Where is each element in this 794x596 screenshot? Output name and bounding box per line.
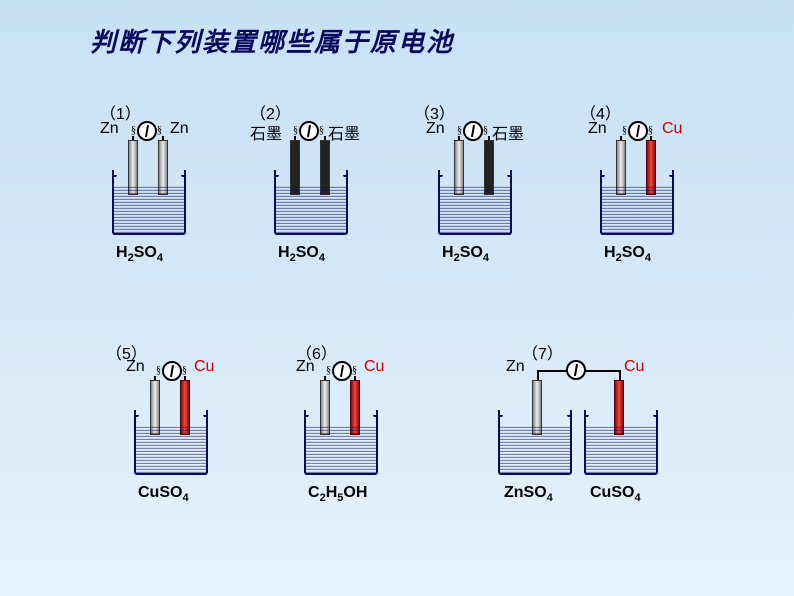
solution [602, 185, 672, 233]
beaker [600, 170, 674, 235]
ammeter-icon [332, 361, 352, 381]
beaker [438, 170, 512, 235]
electrode-label-left: Zn [426, 120, 445, 138]
solution [440, 185, 510, 233]
solution [586, 425, 656, 473]
cell-7: （7）Zn Cu ZnSO4 CuSO4 [498, 340, 668, 550]
ammeter-icon [137, 121, 157, 141]
wire-coil: § [319, 128, 322, 134]
beaker-1 [498, 410, 572, 475]
cell-6: （6）ZnCu§§C2H5OH [282, 340, 452, 550]
ammeter-icon [463, 121, 483, 141]
beaker [134, 410, 208, 475]
solution [276, 185, 346, 233]
wire-coil: § [157, 128, 160, 134]
solution [500, 425, 570, 473]
ammeter-icon [628, 121, 648, 141]
electrode-label-left: Zn [296, 358, 315, 376]
electrode-label-right: Cu [662, 120, 682, 138]
cell-4: （4）ZnCu§§H2SO4 [578, 100, 748, 310]
electrode-label-left: 石墨 [250, 120, 282, 144]
ammeter-icon [299, 121, 319, 141]
cell-number: （7） [522, 340, 563, 364]
beaker-2 [584, 410, 658, 475]
cell-3: （3）Zn石墨§§H2SO4 [416, 100, 586, 310]
solution [306, 425, 376, 473]
electrode-label-right: Zn [170, 120, 189, 138]
cell-5: （5）ZnCu§§CuSO4 [112, 340, 282, 550]
wire-coil: § [131, 128, 134, 134]
wire-coil: § [483, 128, 486, 134]
wire-coil: § [622, 128, 625, 134]
solution [114, 185, 184, 233]
wire-coil: § [182, 368, 185, 374]
electrode-label-left: Zn [506, 358, 525, 376]
ammeter-icon [162, 361, 182, 381]
electrode-label-right: Cu [364, 358, 384, 376]
solution-label: H2SO4 [442, 244, 489, 264]
beaker [304, 410, 378, 475]
beaker [112, 170, 186, 235]
solution-label: CuSO4 [138, 484, 189, 504]
solution [136, 425, 206, 473]
ammeter-icon [566, 360, 586, 380]
beaker [274, 170, 348, 235]
solution-label-1: ZnSO4 [504, 484, 553, 504]
wire [586, 370, 619, 372]
wire-coil: § [352, 368, 355, 374]
page-title: 判断下列装置哪些属于原电池 [90, 22, 454, 59]
wire-coil: § [457, 128, 460, 134]
electrode-label-left: Zn [588, 120, 607, 138]
cell-1: （1）ZnZn§§H2SO4 [90, 100, 260, 310]
wire-coil: § [156, 368, 159, 374]
solution-label: C2H5OH [308, 484, 367, 504]
solution-label: H2SO4 [116, 244, 163, 264]
solution-label: H2SO4 [278, 244, 325, 264]
cell-2: （2）石墨石墨§§H2SO4 [252, 100, 422, 310]
wire [537, 370, 566, 372]
electrode-label-left: Zn [126, 358, 145, 376]
wire-coil: § [326, 368, 329, 374]
electrode-label-right: Cu [624, 358, 644, 376]
electrode-label-left: Zn [100, 120, 119, 138]
wire-coil: § [293, 128, 296, 134]
solution-label-2: CuSO4 [590, 484, 641, 504]
wire-coil: § [648, 128, 651, 134]
electrode-label-right: 石墨 [492, 120, 524, 144]
electrode-label-right: Cu [194, 358, 214, 376]
solution-label: H2SO4 [604, 244, 651, 264]
electrode-label-right: 石墨 [328, 120, 360, 144]
